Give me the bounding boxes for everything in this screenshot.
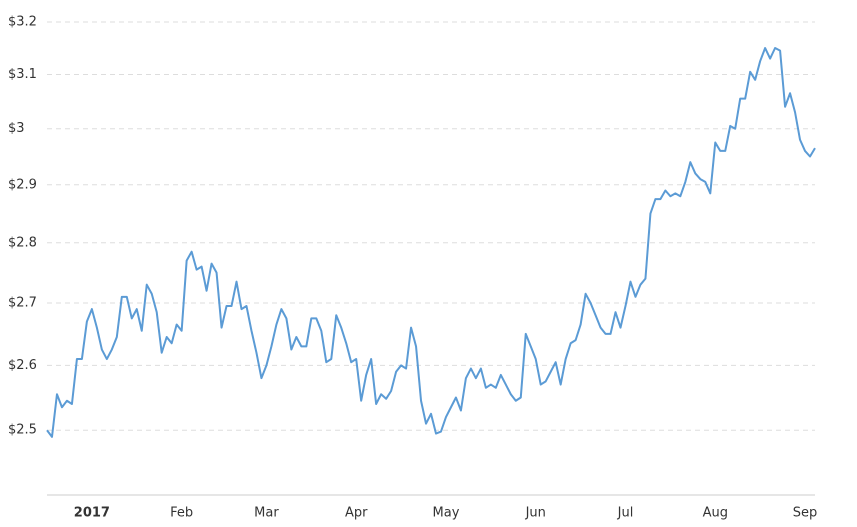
y-tick-label: $3.1 xyxy=(8,67,37,82)
y-tick-label: $2.7 xyxy=(8,295,37,310)
y-tick-label: $2.9 xyxy=(8,177,37,192)
price-line xyxy=(46,47,816,438)
y-tick-label: $2.6 xyxy=(8,358,37,373)
x-tick-label: Apr xyxy=(345,506,368,521)
x-tick-label: Jul xyxy=(617,506,634,521)
x-tick-label: Aug xyxy=(703,506,728,521)
y-tick-label: $2.8 xyxy=(8,235,37,250)
x-tick-label: May xyxy=(433,506,460,521)
x-tick-label: Sep xyxy=(793,506,818,521)
x-tick-label: Mar xyxy=(254,506,279,521)
x-tick-label: Jun xyxy=(525,506,546,521)
y-tick-label: $3.2 xyxy=(8,14,37,29)
y-tick-label: $2.5 xyxy=(8,423,37,438)
y-tick-label: $3 xyxy=(8,121,25,136)
x-tick-label: Feb xyxy=(170,506,193,521)
x-tick-label: 2017 xyxy=(74,506,110,521)
